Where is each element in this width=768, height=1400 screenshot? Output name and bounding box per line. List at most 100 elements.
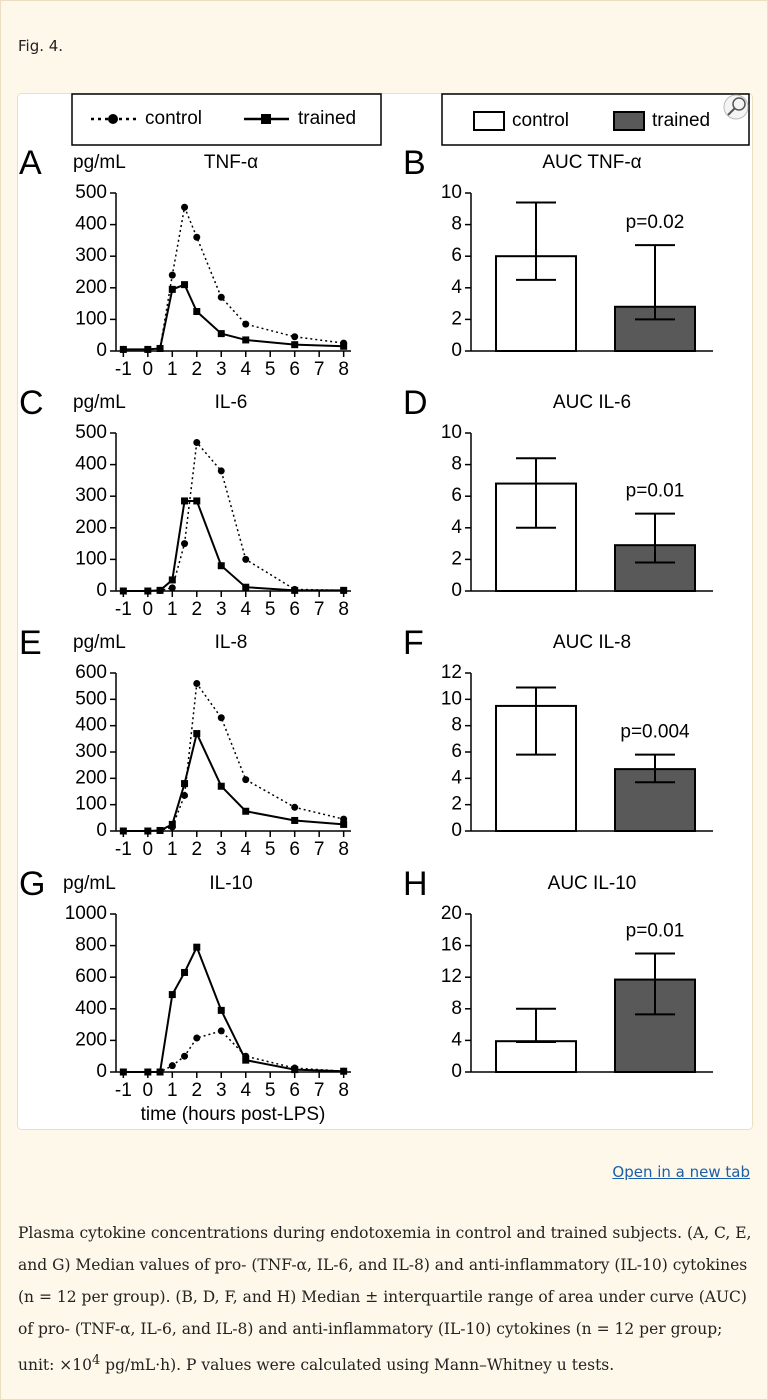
panel-letter: C — [19, 384, 44, 422]
y-tick-label: 100 — [75, 308, 107, 329]
point — [193, 308, 201, 315]
open-in-new-tab[interactable]: Open in a new tab — [612, 1163, 750, 1181]
point — [217, 293, 225, 301]
y-tick-label: 0 — [96, 340, 107, 361]
point — [242, 555, 250, 563]
y-tick-label: 16 — [441, 935, 462, 956]
figure-label: Fig. 4. — [18, 37, 64, 55]
point — [181, 497, 189, 505]
p-value: p=0.01 — [626, 481, 685, 502]
x-tick-label: 5 — [265, 359, 276, 380]
y-tick-label: 4 — [451, 1029, 462, 1050]
point — [168, 285, 176, 293]
point — [242, 583, 250, 591]
y-tick-label: 0 — [96, 580, 107, 601]
point — [340, 1067, 348, 1075]
x-tick-label: 3 — [216, 599, 227, 620]
chart-title: AUC IL-6 — [553, 392, 631, 413]
point — [217, 782, 225, 790]
x-tick-label: 8 — [338, 1080, 349, 1101]
y-tick-label: 6 — [451, 485, 462, 506]
y-tick-label: 2 — [451, 794, 462, 815]
y-tick-label: 400 — [75, 454, 107, 475]
panel-letter: G — [19, 865, 45, 903]
y-tick-label: 600 — [75, 662, 107, 683]
y-tick-label: 4 — [451, 277, 462, 298]
panel-letter: B — [403, 144, 426, 182]
caption-tail: pg/mL·h). P values were calculated using… — [100, 1356, 615, 1375]
y-tick-label: 12 — [441, 662, 462, 683]
point — [119, 345, 127, 353]
point — [119, 1068, 127, 1076]
x-tick-label: 4 — [240, 599, 251, 620]
panel-letter: A — [19, 144, 42, 182]
y-unit: pg/mL — [73, 152, 126, 173]
legend-swatch — [613, 111, 645, 131]
x-tick-label: 6 — [289, 359, 300, 380]
point — [217, 467, 225, 475]
y-tick-label: 300 — [75, 485, 107, 506]
y-tick-label: 100 — [75, 548, 107, 569]
legend-label: control — [512, 110, 569, 131]
x-tick-label: 4 — [240, 839, 251, 860]
figure: control trained control trained A pg/mL TNF-α 0… — [17, 93, 753, 1130]
point — [242, 807, 250, 815]
y-tick-label: 400 — [75, 998, 107, 1019]
x-tick-label: -1 — [115, 359, 132, 380]
y-tick-label: 0 — [96, 820, 107, 841]
point — [193, 730, 201, 738]
chart-title: IL-8 — [215, 632, 248, 653]
legend-marker — [108, 114, 118, 124]
point — [340, 815, 348, 823]
y-tick-label: 10 — [441, 688, 462, 709]
caption-text: Plasma cytokine concentrations during en… — [18, 1224, 752, 1375]
point — [193, 943, 201, 951]
figure-frame — [17, 93, 753, 1130]
point — [291, 803, 299, 811]
bar — [495, 255, 577, 352]
point — [291, 816, 299, 824]
point — [119, 827, 127, 835]
x-tick-label: 4 — [240, 359, 251, 380]
zoom-icon[interactable] — [723, 94, 749, 120]
point — [119, 587, 127, 595]
y-tick-label: 400 — [75, 214, 107, 235]
y-tick-label: 6 — [451, 245, 462, 266]
x-tick-label: 5 — [265, 839, 276, 860]
y-tick-label: 0 — [451, 820, 462, 841]
point — [193, 497, 201, 505]
x-tick-label: 3 — [216, 359, 227, 380]
legend-label: control — [145, 108, 202, 129]
chart-title: AUC TNF-α — [542, 152, 641, 173]
y-tick-label: 10 — [441, 422, 462, 443]
zoom-icon-lens[interactable] — [732, 97, 746, 111]
y-tick-label: 200 — [75, 1029, 107, 1050]
x-tick-label: 6 — [289, 839, 300, 860]
point — [144, 827, 152, 835]
point — [291, 341, 299, 349]
x-tick-label: 5 — [265, 599, 276, 620]
p-value: p=0.004 — [620, 722, 690, 743]
legend-label: trained — [652, 110, 710, 131]
x-tick-label: 8 — [338, 359, 349, 380]
point — [340, 586, 348, 594]
y-tick-label: 6 — [451, 741, 462, 762]
series-line — [123, 283, 344, 351]
y-tick-label: 1000 — [65, 903, 107, 924]
panel-letter: D — [403, 384, 428, 422]
y-tick-label: 500 — [75, 182, 107, 203]
y-tick-label: 400 — [75, 715, 107, 736]
x-tick-label: 8 — [338, 599, 349, 620]
point — [156, 586, 164, 594]
x-tick-label: 1 — [167, 839, 178, 860]
point — [181, 281, 189, 289]
series-line — [123, 730, 344, 832]
y-tick-label: 300 — [75, 245, 107, 266]
zoom-icon-handle[interactable] — [727, 107, 736, 116]
x-tick-label: 1 — [167, 359, 178, 380]
caption-superscript: 4 — [92, 1353, 101, 1368]
chart-title: TNF-α — [204, 152, 258, 173]
y-tick-label: 8 — [451, 715, 462, 736]
x-tick-label: 2 — [191, 359, 202, 380]
point — [181, 791, 189, 799]
